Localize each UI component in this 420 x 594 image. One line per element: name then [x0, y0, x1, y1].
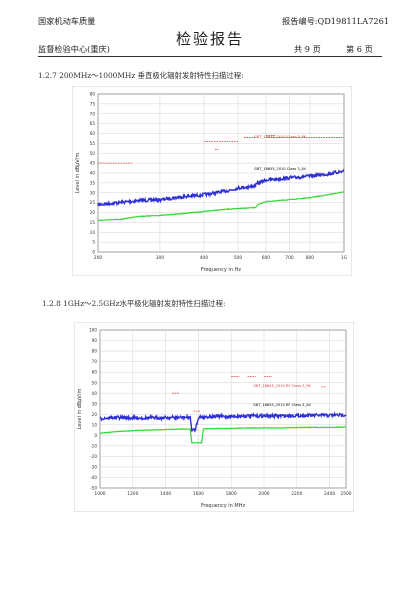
x-tick-label: 1000	[94, 491, 105, 497]
y-tick-label: -30	[90, 465, 97, 470]
x-tick-label: 1G	[341, 255, 348, 261]
chart-1-2_5ghz-horizontal: -50 -40 -30 -20 -10 0 10 20 30 40 50 60 70 80 90 100 100…	[74, 322, 354, 512]
y-tick-label: 10	[92, 422, 98, 427]
section-caption-1: 1.2.7 200MHz～1000MHz 垂直极化辐射发射特性扫描过程:	[38, 71, 244, 80]
x-tick-label: 800	[306, 255, 315, 261]
y-tick-label: 80	[92, 349, 98, 354]
limit-label-peak: GBT_18655_2010 Class 3_PK	[254, 135, 307, 139]
total-pages: 共 9 页	[294, 44, 321, 54]
y-tick-label: 25	[90, 200, 96, 205]
y-tick-label: 15	[90, 220, 96, 225]
y-tick-label: -50	[90, 486, 97, 491]
series-line-average	[98, 191, 345, 222]
x-tick-label: 400	[200, 255, 209, 261]
chart-200-1000mhz-vertical: 0 5 10 15 20 25 30 35 40 45 50 55 60 65 70 75 80 200 300 40…	[72, 86, 352, 276]
series-line-average	[99, 426, 347, 444]
org-name-top: 国家机动车质量	[38, 16, 96, 26]
y-tick-label: 30	[90, 190, 96, 195]
x-axis-label: Frequency in Hz	[201, 267, 241, 273]
y-tick-label: 60	[90, 131, 96, 136]
series-line-max-peak	[99, 411, 347, 433]
x-tick-label: 1200	[127, 491, 138, 497]
limit-label-peak: GBT_18655_2010 RF Class 3_PK	[253, 384, 311, 388]
y-tick-label: 70	[92, 359, 98, 364]
y-tick-label: 20	[92, 412, 98, 417]
y-tick-label: 65	[90, 121, 96, 126]
y-tick-label: 50	[92, 380, 98, 385]
y-tick-label: -20	[90, 454, 97, 459]
y-axis-label: Level in dBµV/m	[77, 389, 83, 430]
y-tick-label: 40	[90, 171, 96, 176]
x-tick-label: 300	[156, 255, 165, 261]
x-tick-label: 2000	[258, 491, 269, 497]
limit-label-average: GBT_18655_2010 Class 3_AV	[254, 167, 307, 171]
org-name-bottom: 监督检验中心(重庆)	[38, 44, 110, 54]
y-tick-label: 20	[90, 210, 96, 215]
y-tick-label: 30	[92, 401, 98, 406]
y-tick-label: -10	[90, 443, 97, 448]
x-tick-label: 1400	[160, 491, 171, 497]
limit-label-average: GBT_18655_2010 RF Class 3_AV	[253, 403, 311, 407]
y-axis-label: Level in dBµV/m	[75, 153, 81, 194]
y-tick-label: 100	[89, 328, 97, 333]
y-tick-label: 80	[90, 92, 96, 97]
header-rule	[38, 56, 382, 57]
x-tick-label: 600	[262, 255, 271, 261]
y-tick-label: 35	[90, 180, 96, 185]
report-number-label: 报告编号:	[282, 16, 318, 26]
y-tick-label: 60	[92, 370, 98, 375]
y-tick-label: 0	[94, 433, 97, 438]
y-tick-label: 75	[90, 101, 96, 106]
y-tick-label: 90	[92, 338, 98, 343]
y-tick-label: 40	[92, 391, 98, 396]
report-number-value: QD19811LA7261	[317, 16, 390, 26]
y-tick-label: 10	[90, 230, 96, 235]
x-tick-label: 2500	[340, 491, 351, 497]
y-tick-label: 70	[90, 111, 96, 116]
x-axis-label: Frequency in MHz	[201, 503, 246, 509]
x-tick-label: 1600	[193, 491, 204, 497]
series-line-max-peak	[97, 168, 345, 207]
x-tick-label: 700	[285, 255, 294, 261]
x-tick-label: 1800	[226, 491, 237, 497]
y-tick-label: 0	[92, 250, 95, 255]
plot-area	[99, 329, 347, 489]
y-tick-label: 50	[90, 151, 96, 156]
x-tick-label: 500	[234, 255, 243, 261]
report-number: 报告编号:QD19811LA7261	[282, 16, 389, 26]
y-tick-label: 45	[90, 161, 96, 166]
y-tick-label: 5	[92, 240, 95, 245]
x-tick-label: 2200	[291, 491, 302, 497]
y-tick-label: 55	[90, 141, 96, 146]
y-tick-label: -40	[90, 475, 97, 480]
x-tick-label: 2400	[324, 491, 335, 497]
x-tick-label: 200	[94, 255, 103, 261]
section-caption-2: 1.2.8 1GHz～2.5GHz水平极化辐射发射特性扫描过程:	[42, 299, 226, 308]
page-title: 检验报告	[175, 30, 244, 48]
page-number: 第 6 页	[346, 44, 373, 54]
